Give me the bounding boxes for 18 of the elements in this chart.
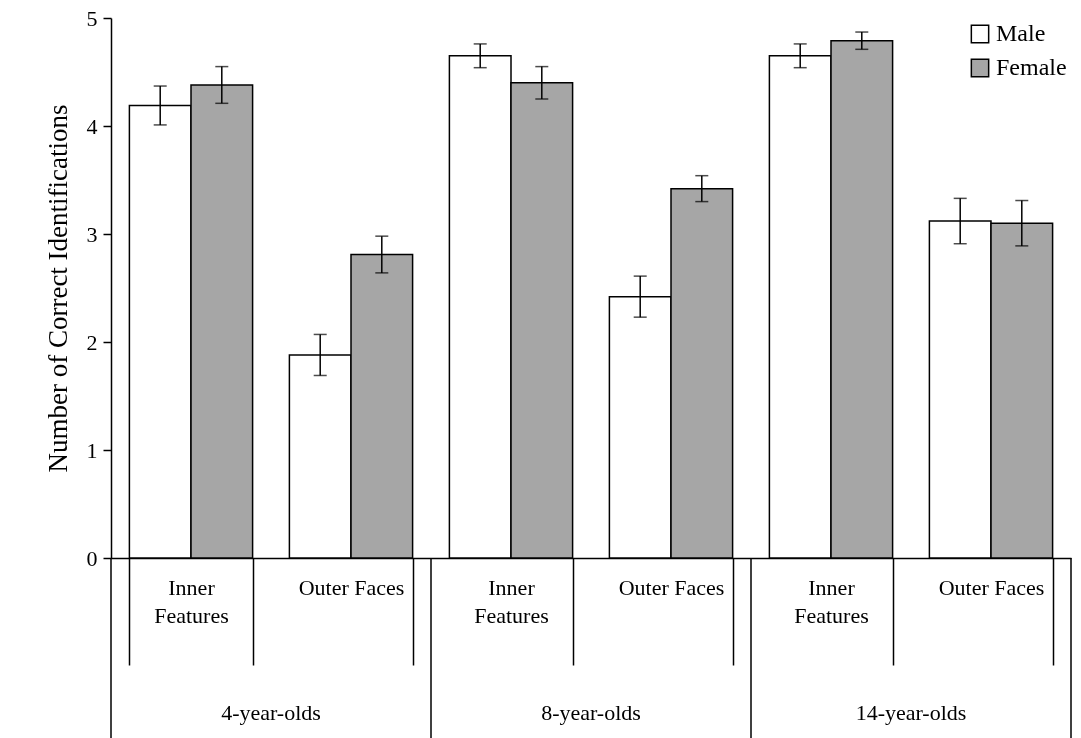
legend-label: Male <box>996 20 1046 46</box>
x-tick-label: Inner Features <box>154 574 229 628</box>
x-tick-label: Outer Faces <box>618 574 725 600</box>
y-axis-title: Number of Correct Identifications <box>42 104 73 473</box>
legend-label: Female <box>996 54 1067 80</box>
y-tick-label: 5 <box>86 5 98 31</box>
y-tick-label: 2 <box>86 329 98 355</box>
y-tick-label: 0 <box>86 545 98 571</box>
text: 14-year-olds <box>855 700 967 725</box>
text: 8-year-olds <box>541 700 641 725</box>
y-tick-label: 3 <box>86 221 98 247</box>
x-tick-label: Inner Features <box>794 574 869 628</box>
x-tick-label: Outer Faces <box>298 574 405 600</box>
x-tick-label: Inner Features <box>474 574 549 628</box>
y-tick-label: 4 <box>86 113 98 139</box>
text: 4-year-olds <box>221 700 321 725</box>
x-tick-label: Outer Faces <box>938 574 1045 600</box>
y-tick-label: 1 <box>86 437 98 463</box>
